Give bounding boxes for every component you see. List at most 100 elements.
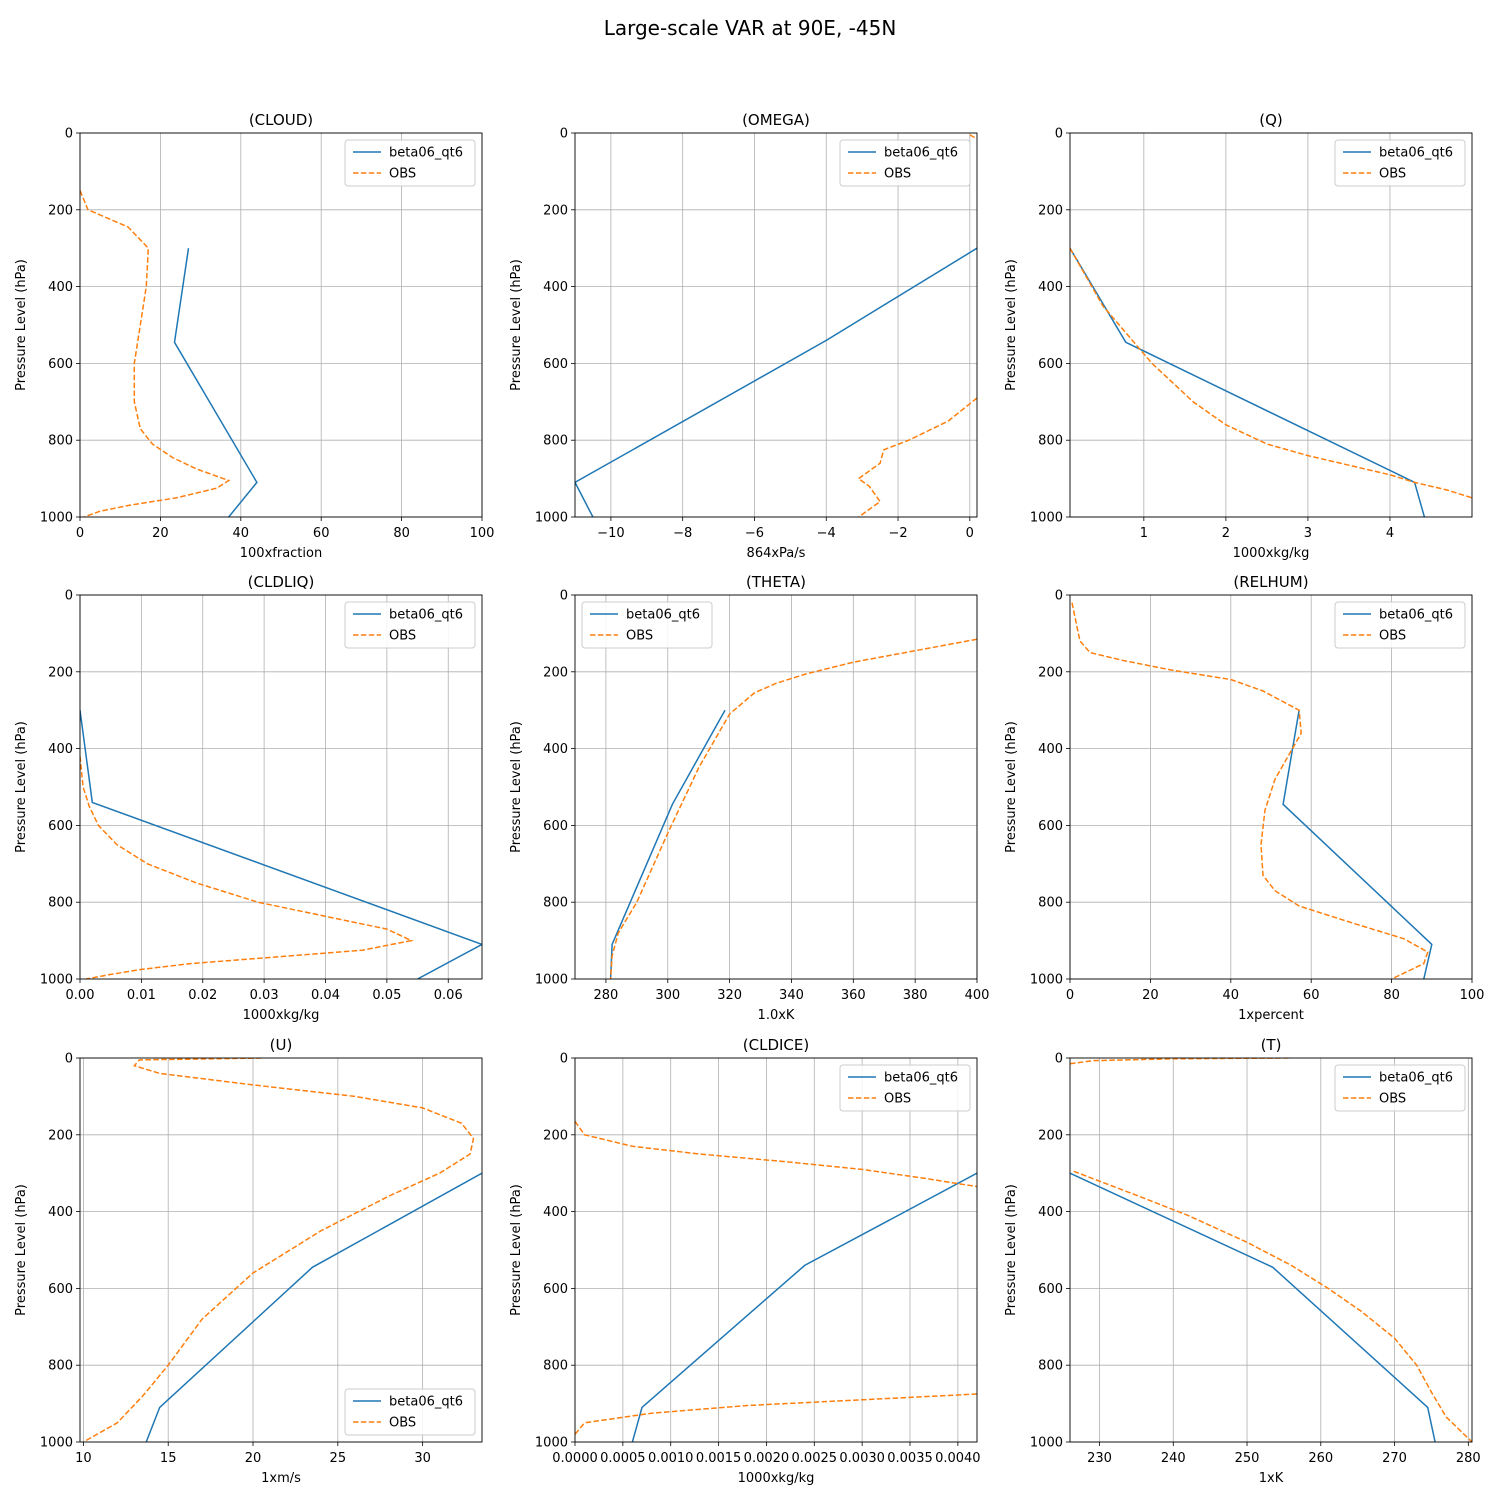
legend-label: beta06_qt6: [626, 608, 700, 623]
x-tick-label: 20: [245, 1451, 262, 1466]
y-tick-label: 600: [48, 819, 73, 834]
legend: beta06_qt6 OBS: [344, 601, 476, 649]
y-tick-label: 800: [1038, 434, 1063, 449]
x-tick-label: 240: [1161, 1451, 1186, 1466]
y-tick-label: 200: [48, 1128, 73, 1143]
x-tick-label: 25: [330, 1451, 347, 1466]
x-tick-label: 0.0020: [744, 1451, 790, 1466]
y-axis-label: Pressure Level (hPa): [509, 721, 524, 853]
x-tick-label: 2: [1222, 526, 1230, 541]
y-tick-label: 400: [48, 1205, 73, 1220]
y-tick-label: 400: [48, 742, 73, 757]
y-tick-label: 0: [1055, 589, 1063, 604]
subplot-title: (Q): [1259, 111, 1283, 129]
subplot-cldliq: 0.00 0.01 0.02 0.03 0.04 0.05 0.06 0 200 400 600 80…: [14, 573, 483, 1023]
legend-label: OBS: [1379, 167, 1406, 182]
series-line-beta06-qt6: [1070, 1172, 1436, 1442]
y-tick-label: 400: [543, 280, 568, 295]
x-tick-label: 250: [1235, 1451, 1260, 1466]
y-tick-label: 1000: [1030, 973, 1063, 988]
y-axis-label: Pressure Level (hPa): [1004, 721, 1019, 853]
legend: beta06_qt6 OBS: [1334, 1064, 1466, 1112]
y-tick-label: 400: [1038, 280, 1063, 295]
legend-label: OBS: [389, 1416, 416, 1431]
axes-frame: [574, 1057, 978, 1443]
x-tick-label: 320: [717, 988, 742, 1003]
x-axis-label: 1xpercent: [1238, 1008, 1304, 1023]
y-tick-label: 400: [48, 280, 73, 295]
series-line-obs: [857, 397, 977, 517]
legend: beta06_qt6 OBS: [839, 139, 971, 187]
legend-label: beta06_qt6: [1379, 1071, 1453, 1086]
x-axis-label: 1000xkg/kg: [243, 1008, 320, 1023]
y-tick-label: 200: [1038, 1128, 1063, 1143]
x-tick-label: 4: [1386, 526, 1394, 541]
y-axis-label: Pressure Level (hPa): [14, 721, 29, 853]
axes-frame: [574, 132, 978, 518]
x-tick-label: −2: [888, 526, 907, 541]
legend-label: OBS: [884, 167, 911, 182]
y-tick-label: 200: [1038, 665, 1063, 680]
series-line-obs: [1070, 247, 1472, 499]
axes-frame: [79, 1057, 483, 1443]
y-tick-label: 0: [65, 127, 73, 142]
legend: beta06_qt6 OBS: [1334, 139, 1466, 187]
y-tick-label: 800: [48, 434, 73, 449]
y-tick-label: 0: [560, 1052, 568, 1067]
x-tick-label: 270: [1382, 1451, 1407, 1466]
series-line-beta06-qt6: [1282, 710, 1433, 979]
legend-label: OBS: [389, 167, 416, 182]
subplot-t: 230 240 250 260 270 280 0 200 400 600 800 1000 (T) 1x…: [1004, 1036, 1481, 1486]
x-tick-label: 340: [779, 988, 804, 1003]
y-tick-label: 0: [1055, 1052, 1063, 1067]
x-axis-label: 1xm/s: [261, 1471, 301, 1486]
series-line-beta06-qt6: [1070, 247, 1426, 517]
x-tick-label: 10: [75, 1451, 92, 1466]
y-tick-label: 400: [1038, 742, 1063, 757]
x-axis-label: 1xK: [1259, 1471, 1284, 1486]
x-tick-label: 280: [1456, 1451, 1481, 1466]
x-tick-label: 80: [1383, 988, 1400, 1003]
y-tick-label: 1000: [40, 973, 73, 988]
y-tick-label: 0: [560, 127, 568, 142]
x-axis-label: 100xfraction: [240, 546, 322, 561]
y-tick-label: 800: [543, 1359, 568, 1374]
x-tick-label: 40: [233, 526, 250, 541]
series-line-obs: [575, 1120, 977, 1188]
subplot-title: (CLDLIQ): [248, 573, 315, 591]
series-line-beta06-qt6: [631, 1172, 977, 1442]
x-tick-label: 0.03: [250, 988, 279, 1003]
y-tick-label: 1000: [1030, 511, 1063, 526]
axes-frame: [1069, 1057, 1473, 1443]
x-tick-label: 0: [76, 526, 84, 541]
series-line-beta06-qt6: [80, 710, 482, 979]
y-tick-label: 600: [543, 819, 568, 834]
y-tick-label: 200: [543, 665, 568, 680]
x-axis-label: 1000xkg/kg: [738, 1471, 815, 1486]
x-tick-label: −6: [745, 526, 764, 541]
x-tick-label: 0.05: [372, 988, 401, 1003]
y-tick-label: 600: [543, 357, 568, 372]
legend-label: beta06_qt6: [884, 146, 958, 161]
series-line-obs: [80, 190, 231, 517]
y-tick-label: 400: [543, 1205, 568, 1220]
x-tick-label: 0.00: [66, 988, 95, 1003]
subplot-theta: 280 300 320 340 360 380 400 0 200 400 600 800 1000 (T…: [509, 573, 989, 1023]
x-tick-label: 0.04: [311, 988, 340, 1003]
x-tick-label: 30: [414, 1451, 431, 1466]
legend: beta06_qt6 OBS: [839, 1064, 971, 1112]
x-tick-label: 0.0030: [839, 1451, 885, 1466]
legend-label: beta06_qt6: [1379, 608, 1453, 623]
y-tick-label: 200: [48, 203, 73, 218]
series-line-obs: [1071, 602, 1429, 979]
x-tick-label: 3: [1304, 526, 1312, 541]
y-tick-label: 0: [65, 589, 73, 604]
y-tick-label: 1000: [535, 1436, 568, 1451]
subplot-omega: −10 −8 −6 −4 −2 0 0 200 400 600 800 1000 (OMEGA) 864x…: [509, 111, 978, 561]
y-tick-label: 200: [543, 1128, 568, 1143]
y-tick-label: 800: [543, 896, 568, 911]
legend-label: beta06_qt6: [1379, 146, 1453, 161]
legend: beta06_qt6 OBS: [344, 1388, 476, 1436]
x-tick-label: 80: [393, 526, 410, 541]
x-tick-label: 20: [152, 526, 169, 541]
